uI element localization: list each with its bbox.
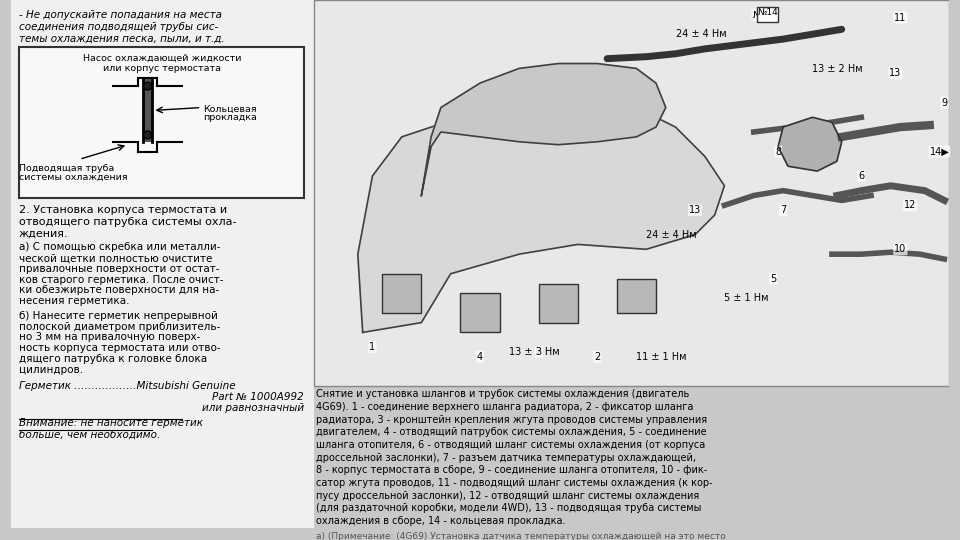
Text: или равнозначный: или равнозначный bbox=[202, 403, 304, 413]
Text: или корпус термостата: или корпус термостата bbox=[104, 64, 221, 72]
Text: цилиндров.: цилиндров. bbox=[18, 364, 83, 375]
Text: 5 ± 1 Нм: 5 ± 1 Нм bbox=[725, 293, 769, 303]
Text: больше, чем необходимо.: больше, чем необходимо. bbox=[18, 429, 159, 439]
Bar bbox=[314, 0, 949, 386]
Text: сатор жгута проводов, 11 - подводящий шланг системы охлаждения (к кор-: сатор жгута проводов, 11 - подводящий шл… bbox=[316, 478, 712, 488]
Polygon shape bbox=[461, 293, 499, 333]
Text: охлаждения в сборе, 14 - кольцевая прокладка.: охлаждения в сборе, 14 - кольцевая прокл… bbox=[316, 516, 565, 526]
Text: несения герметика.: несения герметика. bbox=[18, 296, 129, 306]
Text: ждения.: ждения. bbox=[18, 229, 68, 239]
Text: б) Нанесите герметик непрерывной: б) Нанесите герметик непрерывной bbox=[18, 311, 217, 321]
Text: №14: №14 bbox=[757, 8, 779, 17]
Text: но 3 мм на привалочную поверх-: но 3 мм на привалочную поверх- bbox=[18, 333, 200, 342]
Bar bbox=[756, 7, 779, 22]
Text: 13: 13 bbox=[889, 69, 901, 78]
Text: 4: 4 bbox=[477, 352, 483, 362]
Text: Внимание: не наносите герметик: Внимание: не наносите герметик bbox=[18, 418, 203, 428]
Text: 2: 2 bbox=[594, 352, 600, 362]
Polygon shape bbox=[779, 117, 842, 171]
Text: 10: 10 bbox=[895, 244, 906, 254]
Text: 11 ± 1 Нм: 11 ± 1 Нм bbox=[636, 352, 687, 362]
Text: 7: 7 bbox=[780, 205, 786, 215]
Text: Part № 1000A992: Part № 1000A992 bbox=[212, 392, 304, 402]
Text: дящего патрубка к головке блока: дящего патрубка к головке блока bbox=[18, 354, 206, 364]
Text: 13 ± 2 Нм: 13 ± 2 Нм bbox=[812, 64, 863, 73]
Text: привалочные поверхности от остат-: привалочные поверхности от остат- bbox=[18, 264, 219, 274]
Text: - Не допускайте попадания на места: - Не допускайте попадания на места bbox=[18, 10, 222, 20]
Bar bbox=[143, 78, 153, 142]
Text: 9: 9 bbox=[942, 98, 948, 107]
Text: 24 ± 4 Нм: 24 ± 4 Нм bbox=[676, 29, 726, 39]
Text: Снятие и установка шлангов и трубок системы охлаждения (двигатель: Снятие и установка шлангов и трубок сист… bbox=[316, 389, 689, 399]
Text: ность корпуса термостата или отво-: ность корпуса термостата или отво- bbox=[18, 343, 220, 353]
Text: радиатора, 3 - кронштейн крепления жгута проводов системы управления: радиатора, 3 - кронштейн крепления жгута… bbox=[316, 415, 707, 424]
Text: (для раздаточной коробки, модели 4WD), 13 - подводящая труба системы: (для раздаточной коробки, модели 4WD), 1… bbox=[316, 503, 701, 514]
Text: 3: 3 bbox=[536, 347, 541, 357]
Text: 13: 13 bbox=[689, 205, 701, 215]
Text: Кольцевая: Кольцевая bbox=[204, 105, 257, 113]
Text: темы охлаждения песка, пыли, и т.д.: темы охлаждения песка, пыли, и т.д. bbox=[18, 33, 225, 43]
Text: 24 ± 4 Нм: 24 ± 4 Нм bbox=[646, 230, 697, 240]
Text: отводящего патрубка системы охла-: отводящего патрубка системы охла- bbox=[18, 217, 236, 227]
Polygon shape bbox=[382, 274, 421, 313]
Text: Герметик ………………Mitsubishi Genuine: Герметик ………………Mitsubishi Genuine bbox=[18, 381, 235, 391]
Text: соединения подводящей трубы сис-: соединения подводящей трубы сис- bbox=[18, 22, 218, 31]
Circle shape bbox=[144, 82, 152, 90]
Text: Насос охлаждающей жидкости: Насос охлаждающей жидкости bbox=[83, 54, 242, 63]
Bar bbox=[11, 0, 314, 528]
Bar bbox=[18, 47, 304, 199]
Polygon shape bbox=[539, 284, 578, 322]
Text: а) С помощью скребка или металли-: а) С помощью скребка или металли- bbox=[18, 242, 220, 253]
Text: а) (Примечание: (4G69) Установка датчика температуры охлаждающей на это место: а) (Примечание: (4G69) Установка датчика… bbox=[316, 532, 726, 540]
Text: 11: 11 bbox=[895, 12, 906, 23]
Text: 13 ± 2 Нм: 13 ± 2 Нм bbox=[510, 347, 560, 357]
Text: 1: 1 bbox=[370, 342, 375, 352]
Circle shape bbox=[144, 131, 152, 139]
Text: двигателем, 4 - отводящий патрубок системы охлаждения, 5 - соединение: двигателем, 4 - отводящий патрубок систе… bbox=[316, 427, 707, 437]
Text: 2. Установка корпуса термостата и: 2. Установка корпуса термостата и bbox=[18, 205, 227, 215]
Text: №14: №14 bbox=[753, 10, 775, 19]
Text: полоской диаметром приблизитель-: полоской диаметром приблизитель- bbox=[18, 322, 220, 332]
Text: 12: 12 bbox=[904, 200, 917, 210]
Text: шланга отопителя, 6 - отводящий шланг системы охлаждения (от корпуса: шланга отопителя, 6 - отводящий шланг си… bbox=[316, 440, 705, 450]
Text: 5: 5 bbox=[770, 274, 777, 284]
Polygon shape bbox=[617, 279, 656, 313]
Text: 6: 6 bbox=[858, 171, 864, 181]
Text: системы охлаждения: системы охлаждения bbox=[18, 173, 127, 182]
Text: 8 - корпус термостата в сборе, 9 - соединение шланга отопителя, 10 - фик-: 8 - корпус термостата в сборе, 9 - соеди… bbox=[316, 465, 707, 475]
Text: пусу дроссельной заслонки), 12 - отводящий шланг системы охлаждения: пусу дроссельной заслонки), 12 - отводящ… bbox=[316, 491, 699, 501]
Text: ческой щетки полностью очистите: ческой щетки полностью очистите bbox=[18, 253, 212, 263]
Text: 14▶: 14▶ bbox=[929, 146, 949, 157]
Polygon shape bbox=[358, 98, 725, 333]
Text: Подводящая труба: Подводящая труба bbox=[18, 164, 114, 173]
Text: ки обезжирьте поверхности для на-: ки обезжирьте поверхности для на- bbox=[18, 286, 219, 295]
Text: дроссельной заслонки), 7 - разъем датчика температуры охлаждающей,: дроссельной заслонки), 7 - разъем датчик… bbox=[316, 453, 696, 463]
Text: 4G69). 1 - соединение верхнего шланга радиатора, 2 - фиксатор шланга: 4G69). 1 - соединение верхнего шланга ра… bbox=[316, 402, 693, 412]
Text: 8: 8 bbox=[775, 146, 781, 157]
Text: ков старого герметика. После очист-: ков старого герметика. После очист- bbox=[18, 275, 223, 285]
Polygon shape bbox=[421, 64, 665, 195]
Text: прокладка: прокладка bbox=[204, 113, 257, 123]
